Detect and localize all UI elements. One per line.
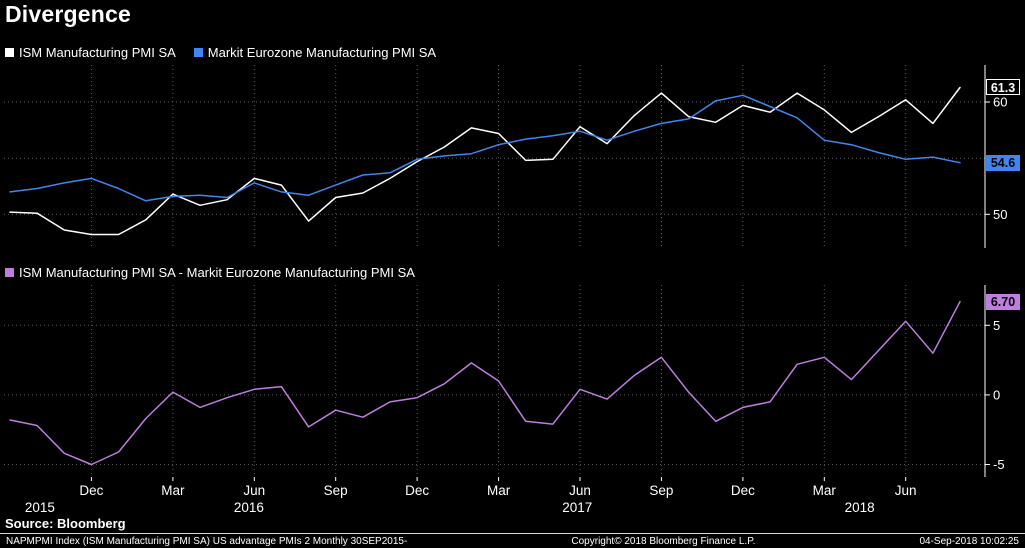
x-axis-month-label: Jun xyxy=(243,483,265,498)
y-axis-tick-label: -5 xyxy=(993,457,1005,472)
last-value-badge-markit: 54.6 xyxy=(986,154,1020,171)
x-axis-year-label: 2015 xyxy=(25,500,55,515)
markit-series-label: Markit Eurozone Manufacturing PMI SA xyxy=(207,45,437,60)
last-value-badge-spread: 6.70 xyxy=(986,293,1020,310)
x-axis-month-label: Dec xyxy=(79,483,103,498)
x-axis-month-label: Sep xyxy=(324,483,348,498)
markit-series-swatch-icon xyxy=(193,48,203,57)
x-axis-month-label: Sep xyxy=(649,483,673,498)
last-value-badge-ism: 61.3 xyxy=(986,79,1020,96)
ism-series-swatch-icon xyxy=(5,48,14,57)
legend-item-ism[interactable]: ISM Manufacturing PMI SA xyxy=(5,45,176,60)
y-axis-tick-label: 50 xyxy=(993,207,1007,222)
x-axis-month-label: Jun xyxy=(895,483,917,498)
x-axis-year-label: 2017 xyxy=(562,500,592,515)
y-axis-tick-label: 0 xyxy=(993,387,1000,402)
x-axis-month-label: Mar xyxy=(813,483,837,498)
ism-series-label: ISM Manufacturing PMI SA xyxy=(19,45,176,60)
x-axis-month-label: Jun xyxy=(569,483,591,498)
series-line xyxy=(9,94,961,202)
legend-item-spread[interactable]: ISM Manufacturing PMI SA - Markit Eurozo… xyxy=(5,265,415,280)
footer-timestamp: 04-Sep-2018 10:02:25 xyxy=(919,535,1019,547)
page-title: Divergence xyxy=(5,1,132,27)
y-axis-tick-label: 60 xyxy=(993,95,1007,110)
series-line xyxy=(9,86,961,236)
x-axis-year-label: 2018 xyxy=(845,500,875,515)
x-axis-month-label: Mar xyxy=(487,483,511,498)
top-panel-legend: ISM Manufacturing PMI SA Markit Eurozone… xyxy=(5,45,436,60)
spread-series-label: ISM Manufacturing PMI SA - Markit Eurozo… xyxy=(19,265,415,280)
bottom-panel-legend: ISM Manufacturing PMI SA - Markit Eurozo… xyxy=(5,265,415,280)
footer-copyright: Copyright© 2018 Bloomberg Finance L.P. xyxy=(571,535,756,547)
y-axis-tick-label: 5 xyxy=(993,318,1000,333)
spread-series-swatch-icon xyxy=(5,268,14,277)
x-axis-year-label: 2016 xyxy=(234,500,264,515)
x-axis-month-label: Mar xyxy=(161,483,185,498)
footer-ticker-info: NAPMPMI Index (ISM Manufacturing PMI SA)… xyxy=(6,535,408,547)
legend-item-markit[interactable]: Markit Eurozone Manufacturing PMI SA xyxy=(193,45,437,60)
source-label: Source: Bloomberg xyxy=(5,516,126,531)
x-axis-month-label: Dec xyxy=(731,483,755,498)
series-line xyxy=(9,300,961,466)
x-axis-month-label: Dec xyxy=(405,483,429,498)
footer-bar: NAPMPMI Index (ISM Manufacturing PMI SA)… xyxy=(0,533,1025,548)
